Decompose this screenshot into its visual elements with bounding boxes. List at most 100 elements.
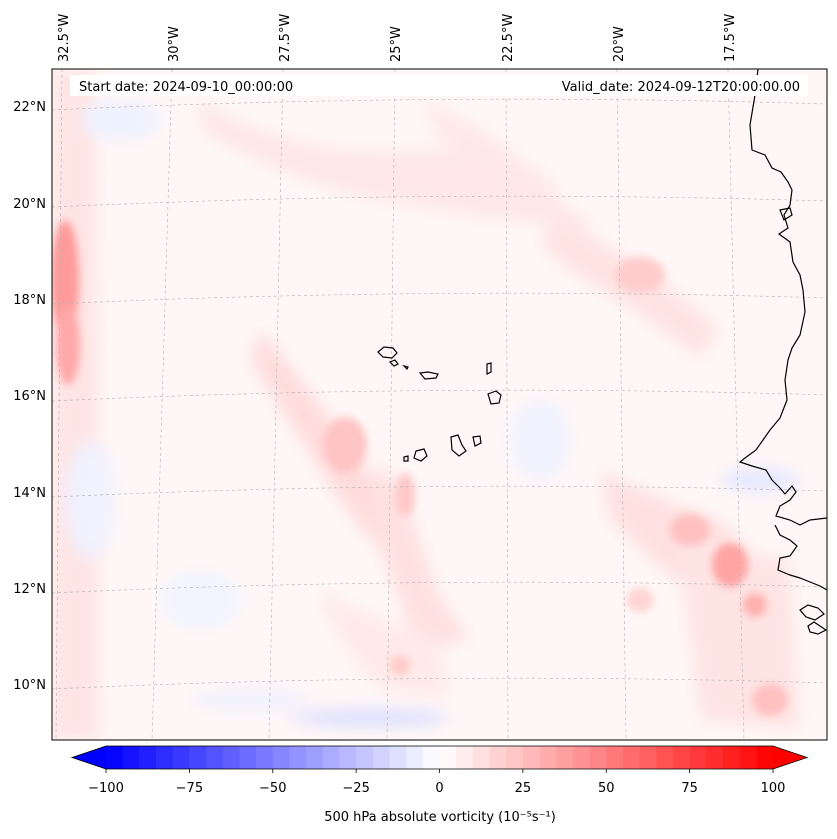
vorticity-field: Start date: 2024-09-10_00:00:00 Valid_da… <box>52 69 827 740</box>
colorbar-cell <box>239 746 257 769</box>
cape-verde-islands <box>377 346 502 462</box>
island-sao-vicente <box>388 359 399 367</box>
colorbar-cell <box>656 746 674 769</box>
longitude-labels: 32.5°W 30°W 27.5°W 25°W 22.5°W 20°W 17.5… <box>57 14 738 62</box>
gridline-lon-20 <box>616 69 627 740</box>
lon-label-25: 25°W <box>389 26 404 62</box>
coastline-banc-arguin <box>779 207 793 221</box>
colorbar-cell <box>439 746 457 769</box>
gridline-lat-16 <box>52 389 827 402</box>
gridline-lat-14 <box>52 485 827 498</box>
colorbar-label: 500 hPa absolute vorticity (10⁻⁵s⁻¹) <box>324 810 556 825</box>
lat-label-10: 10°N <box>13 678 46 693</box>
colorbar-extend-low <box>72 746 106 769</box>
colorbar-cell <box>489 746 507 769</box>
colorbar-cell <box>689 746 707 769</box>
colorbar-cell <box>372 746 391 769</box>
colorbar-cell <box>539 746 557 769</box>
lon-label-30: 30°W <box>167 26 182 62</box>
valid-date: Valid_date: 2024-09-12T20:00:00.00 <box>562 80 800 95</box>
coastline-bissagos <box>799 604 825 621</box>
colorbar-tick-label: −75 <box>176 781 203 796</box>
island-santa-luzia <box>402 364 409 371</box>
colorbar-tick-label: 25 <box>515 781 532 796</box>
colorbar-cell <box>472 746 491 769</box>
colorbar-extend-high <box>773 746 807 769</box>
latitude-labels: 22°N 20°N 18°N 16°N 14°N 12°N 10°N <box>13 100 46 693</box>
colorbar-cell <box>739 746 757 769</box>
colorbar-cell <box>622 746 641 769</box>
colorbar-cell <box>389 746 407 769</box>
date-banner <box>70 75 808 96</box>
colorbar-cell <box>706 746 724 769</box>
island-sal <box>486 362 492 375</box>
colorbar-cell <box>122 746 140 769</box>
colorbar: −100 −75 −50 −25 0 25 50 75 100 500 hPa absolute… <box>70 745 809 825</box>
colorbar-cell <box>639 746 657 769</box>
colorbar-cell <box>406 746 424 769</box>
lon-label-27.5: 27.5°W <box>278 14 293 62</box>
lat-label-22: 22°N <box>13 100 46 115</box>
island-santo-antao <box>377 346 398 359</box>
colorbar-cell <box>272 746 291 769</box>
coastline-mauritania-senegal <box>738 69 827 526</box>
colorbar-cell <box>756 746 774 769</box>
lat-label-12: 12°N <box>13 582 46 597</box>
colorbar-cells <box>106 746 774 769</box>
lat-label-14: 14°N <box>13 486 46 501</box>
gridline-lon-22.5 <box>505 69 509 740</box>
gridline-lat-18 <box>52 292 827 305</box>
colorbar-cell <box>422 746 441 769</box>
colorbar-tick-label: 75 <box>681 781 698 796</box>
start-date: Start date: 2024-09-10_00:00:00 <box>79 80 293 95</box>
vorticity-weak-negative <box>65 100 800 726</box>
gridline-lat-22 <box>52 98 827 111</box>
lon-label-17.5: 17.5°W <box>723 14 738 62</box>
colorbar-cell <box>339 746 357 769</box>
coastline-islands-south <box>807 621 827 635</box>
colorbar-cell <box>356 746 374 769</box>
colorbar-cell <box>189 746 207 769</box>
graticule <box>52 69 827 740</box>
colorbar-cell <box>672 746 691 769</box>
colorbar-cell <box>606 746 624 769</box>
colorbar-ticks: −100 −75 −50 −25 0 25 50 75 100 <box>88 769 785 796</box>
colorbar-cell <box>222 746 241 769</box>
island-brava <box>403 455 409 462</box>
gridline-lat-20 <box>52 195 827 208</box>
colorbar-cell <box>722 746 741 769</box>
colorbar-tick-label: 100 <box>761 781 786 796</box>
colorbar-tick-label: 50 <box>598 781 615 796</box>
vorticity-strong-positive <box>52 220 788 716</box>
colorbar-tick-label: 0 <box>435 781 443 796</box>
gridline-lat-10 <box>52 677 827 690</box>
gridline-lat-12 <box>52 581 827 594</box>
island-boa-vista <box>487 390 502 405</box>
lon-label-20: 20°W <box>612 26 627 62</box>
gridline-lon-32.5 <box>55 69 63 740</box>
map-frame <box>51 68 828 741</box>
lat-label-20: 20°N <box>13 197 46 212</box>
lat-label-16: 16°N <box>13 389 46 404</box>
lat-label-18: 18°N <box>13 293 46 308</box>
colorbar-cell <box>139 746 157 769</box>
map-panel: Start date: 2024-09-10_00:00:00 Valid_da… <box>51 68 828 741</box>
colorbar-cell <box>172 746 190 769</box>
colorbar-cell <box>589 746 607 769</box>
lon-label-32.5: 32.5°W <box>57 14 72 62</box>
gridline-lon-17.5 <box>727 69 745 740</box>
island-sao-nicolau <box>418 371 439 380</box>
colorbar-cell <box>572 746 591 769</box>
island-fogo <box>413 448 428 462</box>
colorbar-cell <box>106 746 124 769</box>
colorbar-cell <box>506 746 524 769</box>
colorbar-cell <box>556 746 574 769</box>
colorbar-cell <box>522 746 541 769</box>
colorbar-tick-label: −50 <box>259 781 286 796</box>
island-santiago <box>450 434 467 457</box>
colorbar-cell <box>456 746 474 769</box>
lon-label-22.5: 22.5°W <box>501 14 516 62</box>
vorticity-weak-positive <box>52 69 800 740</box>
colorbar-cell <box>322 746 341 769</box>
